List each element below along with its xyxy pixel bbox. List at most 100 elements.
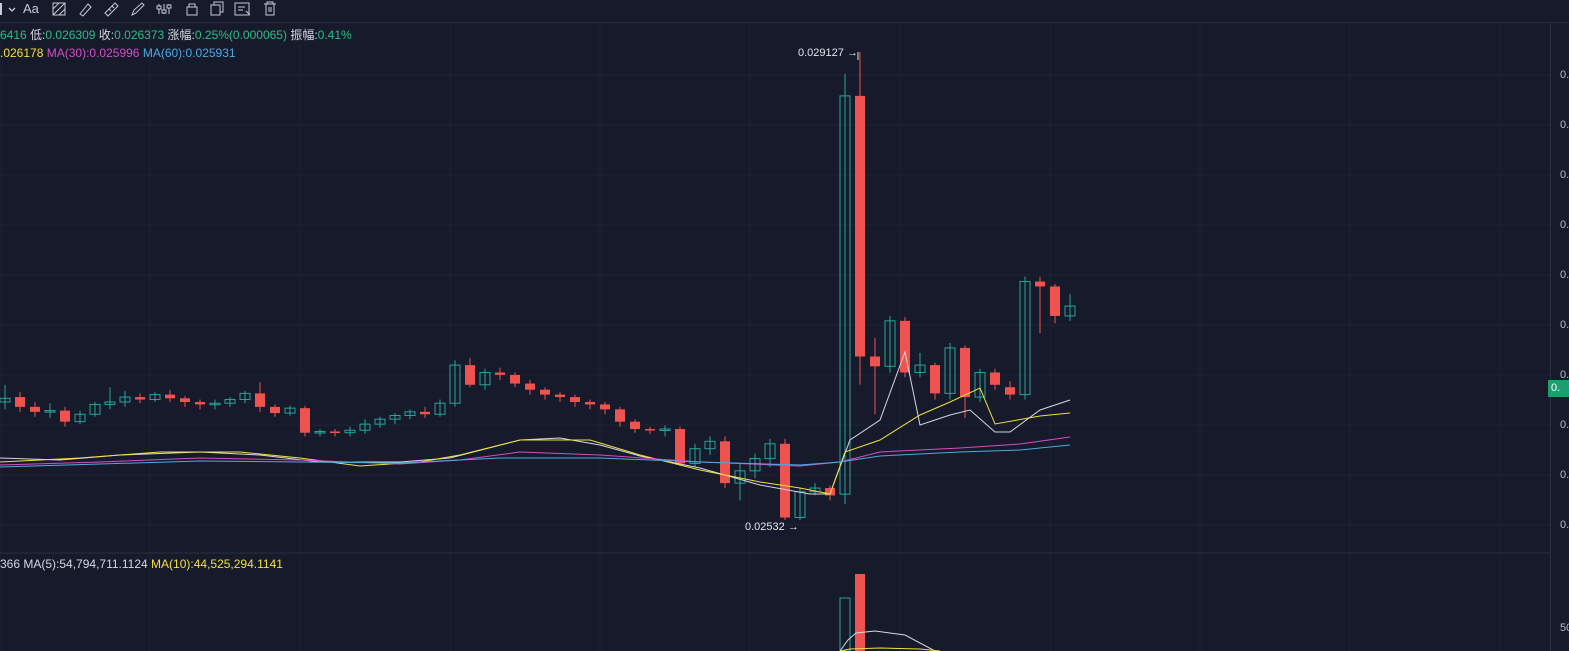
volume-ma5-value: 54,794,711.1124 [59,557,148,571]
price-axis-label: 0. [1560,169,1569,181]
candle-body [89,403,101,415]
current-price-tag: 0. [1548,380,1569,397]
high-marker: 0.029127 → [798,46,858,60]
price-axis[interactable] [1550,22,1569,651]
candle-body [165,394,175,399]
candle-body [119,396,131,403]
candle-body [870,356,880,367]
candle-body [1005,387,1015,395]
arrow-right-icon: → [846,47,858,59]
candle-body [300,408,310,433]
candle-body [449,364,461,404]
candle-body [1035,281,1045,287]
candle-body [510,374,520,384]
candle-body [659,428,671,432]
candle-body [314,430,326,434]
drawing-toolbar: Aa [0,0,1569,23]
candle-body [15,397,25,407]
ruler-tool-icon[interactable] [103,1,119,19]
candle-body [30,406,40,412]
candle-body [825,488,835,496]
candle-body [525,383,535,390]
candle-body [555,394,565,398]
ma60-line [0,444,1071,468]
text-tool-label: Aa [23,1,39,16]
candle-body [479,371,491,386]
candle-body [209,402,221,406]
text-tool-icon[interactable]: Aa [23,0,39,18]
copy-tool-icon[interactable] [209,1,225,19]
candle-body [974,371,986,398]
candle-body [704,440,716,450]
ma30-label: MA(30): [46,46,90,60]
ma30-line [0,436,1071,467]
pattern-tool-icon[interactable] [51,1,67,19]
amplitude-label: 振幅: [290,28,318,42]
low-marker-value: 0.02532 [745,521,785,533]
candle-body [930,365,940,394]
ma10-partial: .026178 [0,46,44,60]
candle-body [675,429,685,464]
volume-bar [855,574,865,651]
ma-info: .026178 MA(30):0.025996 MA(60):0.025931 [0,46,236,60]
candle-body [1019,281,1031,396]
ma60-label: MA(60): [142,46,186,60]
candle-body [374,418,386,425]
candle-body [630,421,640,430]
price-axis-label: 0. [1560,269,1569,281]
price-axis-label: 0. [1560,69,1569,81]
candle-body [600,404,610,410]
volume-bar [839,597,851,651]
candle-body [585,401,595,405]
pen-tool-icon[interactable] [130,1,146,19]
brush-tool-icon[interactable] [77,1,93,19]
candle-body [104,401,116,405]
cursor-dropdown-icon[interactable] [0,1,18,19]
candle-body [44,410,56,413]
low-marker: 0.02532 → [745,520,799,534]
candle-body [839,95,851,495]
price-axis-label: 0. [1560,419,1569,431]
candle-body [764,443,776,460]
arrow-right-icon: → [787,521,799,533]
change-label: 涨幅: [167,28,195,42]
candle-body [884,320,896,367]
candle-body [420,411,430,415]
candle-body [434,402,446,415]
price-axis-label: 0. [1560,219,1569,231]
candle-body [720,441,730,484]
ma5-line [0,350,1071,495]
candle-body [465,365,475,385]
hide-tool-icon[interactable] [234,1,252,19]
candle-body [344,429,356,434]
candle-body [914,364,926,373]
candle-body [195,401,205,405]
candle-body [284,407,296,414]
candle-body [900,320,910,373]
price-axis-label: 0. [1560,119,1569,131]
amplitude-value: 0.41% [317,28,352,42]
low-label: 低: [30,28,46,42]
lock-tool-icon[interactable] [184,1,200,19]
delete-tool-icon[interactable] [262,1,278,19]
high-partial: 6416 [0,28,27,42]
candle-body [224,399,236,404]
candle-body [689,448,701,464]
volume-ma10-line [839,647,941,651]
candle-body [74,413,86,423]
candle-body [135,397,145,400]
candle-body [0,397,11,403]
candle-body [570,397,580,402]
volume-ma10-label: MA(10): [151,557,194,571]
candle-body [1050,286,1060,316]
candle-body [330,431,340,433]
volume-ma10-value: 44,525,294.1141 [193,557,283,571]
price-axis-label: 0. [1560,519,1569,531]
adjust-tool-icon[interactable] [156,1,174,19]
candle-body [495,372,505,375]
candle-body [855,95,865,357]
candle-body [239,392,251,401]
candle-body [645,429,655,431]
low-value: 0.026309 [45,28,96,42]
